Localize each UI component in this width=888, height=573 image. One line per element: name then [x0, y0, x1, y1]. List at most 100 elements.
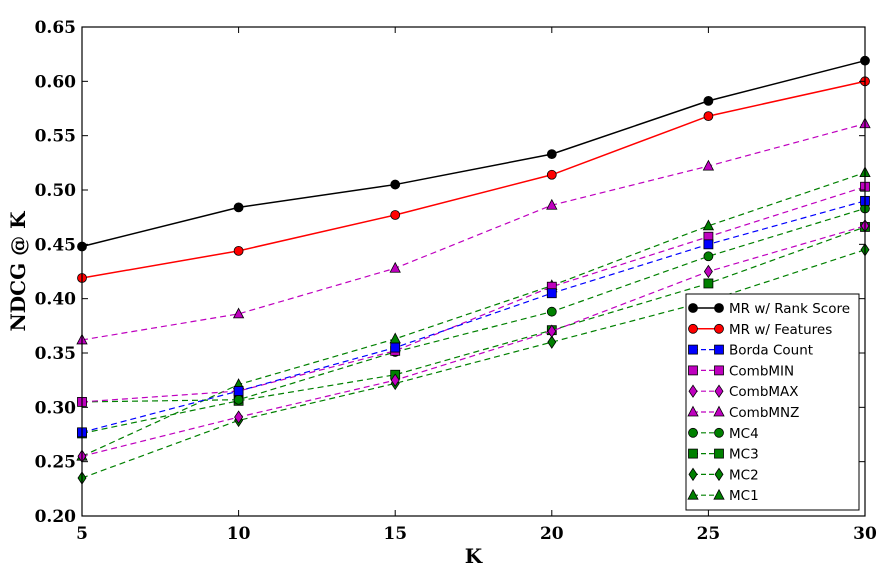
- legend-marker: [714, 344, 724, 355]
- legend-label: Borda Count: [729, 343, 813, 359]
- x-tick-label: 15: [383, 524, 407, 544]
- plot-marks: [76, 55, 871, 485]
- legend-marker: [688, 384, 698, 398]
- legend-item: CombMAX: [688, 384, 799, 400]
- data-point: [702, 219, 715, 231]
- legend-item: MR w/ Rank Score: [688, 301, 850, 317]
- y-tick-label: 0.60: [35, 72, 77, 92]
- legend-item: MC2: [688, 467, 759, 483]
- series-line: [81, 123, 866, 341]
- y-tick-label: 0.50: [35, 181, 77, 201]
- data-point: [703, 264, 713, 279]
- data-point: [546, 169, 557, 180]
- legend-marker: [714, 323, 724, 334]
- y-axis-title: NDCG @ K: [6, 211, 30, 332]
- series-0: [77, 55, 870, 252]
- legend-marker: [688, 303, 698, 313]
- data-point: [390, 210, 401, 220]
- x-tick-label: 10: [227, 524, 251, 544]
- data-point: [233, 394, 244, 405]
- legend-marker: [714, 384, 724, 398]
- series-line: [81, 186, 866, 403]
- legend-label: CombMIN: [729, 363, 794, 379]
- legend-marker: [688, 323, 698, 334]
- legend-item: CombMNZ: [687, 405, 799, 421]
- legend-marker: [688, 467, 698, 482]
- legend-label: MC1: [729, 488, 759, 504]
- y-tick-label: 0.55: [35, 127, 76, 147]
- legend: MR w/ Rank Score MR w/ Features Borda Coun…: [685, 293, 860, 511]
- series-line: [81, 207, 866, 403]
- legend-label: MC2: [729, 467, 759, 483]
- data-point: [703, 278, 714, 289]
- legend-marker: [688, 448, 698, 459]
- legend-label: MC4: [729, 426, 759, 442]
- legend-marker: [688, 365, 698, 376]
- series-line: [81, 226, 866, 435]
- legend-marker: [687, 488, 699, 500]
- x-tick-label: 5: [76, 524, 88, 544]
- x-axis-title: K: [465, 544, 483, 568]
- axis-ticks: 5 10 15 20 25 30 0.20 0.25 0.30 0.35 0.40 0.45 0.50 0…: [35, 18, 877, 544]
- data-point: [232, 307, 245, 319]
- series-1: [77, 76, 870, 283]
- data-point: [234, 410, 244, 424]
- data-point: [546, 198, 558, 210]
- data-point: [389, 261, 401, 273]
- y-tick-label: 0.45: [35, 235, 76, 255]
- legend-marker: [687, 405, 699, 417]
- legend-marker: [713, 488, 725, 500]
- series-line: [81, 59, 866, 248]
- y-tick-label: 0.40: [35, 290, 77, 310]
- legend-marker: [714, 448, 724, 459]
- legend-marker: [713, 405, 725, 417]
- legend-marker: [714, 303, 724, 313]
- legend-label: MC3: [729, 447, 759, 463]
- data-point: [703, 251, 714, 262]
- legend-marker: [688, 427, 698, 438]
- data-point: [233, 245, 244, 256]
- series-line: [81, 225, 866, 457]
- y-tick-label: 0.35: [35, 344, 76, 364]
- legend-label: MR w/ Features: [729, 322, 832, 338]
- data-point: [703, 111, 714, 122]
- x-tick-label: 25: [697, 524, 721, 544]
- legend-item: MR w/ Features: [688, 322, 832, 338]
- data-point: [547, 324, 557, 338]
- y-tick-label: 0.65: [35, 18, 76, 38]
- legend-label: CombMAX: [729, 384, 799, 400]
- legend-item: MC4: [688, 426, 759, 442]
- legend-marker: [714, 467, 724, 482]
- legend-item: MC3: [688, 447, 759, 463]
- data-point: [547, 335, 557, 349]
- data-point: [390, 179, 401, 190]
- y-tick-label: 0.30: [35, 398, 77, 418]
- x-tick-label: 30: [853, 524, 877, 544]
- data-point: [703, 95, 714, 106]
- legend-item: MC1: [687, 488, 759, 504]
- x-tick-label: 20: [540, 524, 564, 544]
- series-line: [81, 200, 866, 433]
- data-point: [546, 149, 557, 160]
- y-tick-label: 0.20: [35, 507, 77, 527]
- data-point: [390, 342, 401, 353]
- data-point: [233, 202, 244, 213]
- data-point: [390, 373, 400, 387]
- y-tick-label: 0.25: [35, 453, 76, 473]
- plot-frame: [81, 26, 866, 517]
- series-line: [81, 172, 866, 457]
- legend-item: Borda Count: [688, 343, 813, 359]
- data-point: [389, 332, 401, 344]
- legend-label: MR w/ Rank Score: [729, 301, 850, 317]
- legend-marker: [714, 365, 724, 376]
- legend-marker: [714, 427, 724, 438]
- data-point: [703, 239, 714, 250]
- data-point: [702, 159, 715, 171]
- legend-marker: [688, 344, 698, 355]
- legend-label: CombMNZ: [729, 405, 799, 421]
- series-line: [81, 80, 866, 279]
- data-point: [546, 288, 557, 299]
- series-5: [76, 117, 871, 345]
- data-point: [233, 386, 244, 396]
